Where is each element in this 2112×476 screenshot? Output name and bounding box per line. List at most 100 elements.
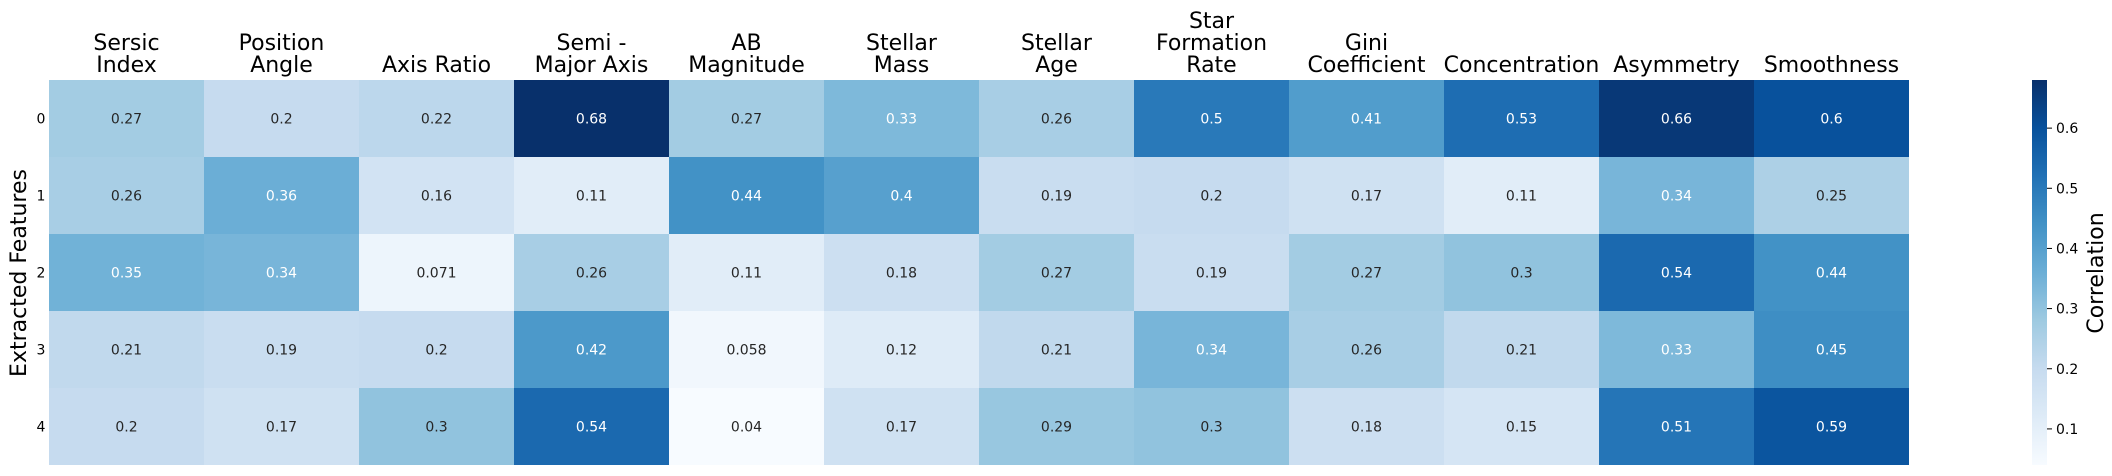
heatmap-cell: [204, 157, 359, 234]
heatmap-cell-value: 0.5: [1200, 112, 1222, 128]
heatmap-cell: [1444, 80, 1599, 157]
heatmap-cell-value: 0.26: [1041, 112, 1072, 128]
column-label: Rate: [1186, 53, 1236, 78]
heatmap-cell-value: 0.11: [731, 266, 762, 282]
heatmap-cell-value: 0.071: [416, 266, 456, 282]
column-label: Mass: [874, 53, 929, 78]
heatmap-cell-value: 0.27: [111, 112, 142, 128]
heatmap-cell-value: 0.2: [425, 343, 447, 359]
heatmap-cell-value: 0.2: [1200, 189, 1222, 205]
column-label: Smoothness: [1764, 53, 1899, 78]
column-label: Position: [239, 31, 325, 56]
heatmap-cell: [1599, 311, 1754, 388]
heatmap-cell-value: 0.33: [886, 112, 917, 128]
row-label: 3: [37, 343, 46, 359]
heatmap-cell-value: 0.53: [1506, 112, 1537, 128]
heatmap-cell-value: 0.26: [576, 266, 607, 282]
heatmap-cell: [824, 388, 979, 465]
heatmap-cell-value: 0.18: [1351, 420, 1382, 436]
heatmap-cell-value: 0.19: [266, 343, 297, 359]
heatmap-cell-value: 0.19: [1196, 266, 1227, 282]
heatmap-cell-value: 0.27: [1351, 266, 1382, 282]
heatmap-cell: [49, 234, 204, 311]
heatmap-cell-value: 0.15: [1506, 420, 1537, 436]
heatmap-cell-value: 0.34: [266, 266, 297, 282]
heatmap-cell: [49, 311, 204, 388]
row-labels: 0 1 2 3 4: [37, 112, 46, 436]
heatmap-cell: [1444, 311, 1599, 388]
heatmap-cell: [514, 388, 669, 465]
row-label: 4: [37, 420, 46, 436]
heatmap-cell-value: 0.21: [111, 343, 142, 359]
column-label: Semi -: [557, 31, 627, 56]
heatmap-cell: [669, 157, 824, 234]
row-label: 0: [37, 112, 46, 128]
heatmap-cell-value: 0.6: [1820, 112, 1842, 128]
heatmap-cell: [204, 80, 359, 157]
column-label: Major Axis: [535, 53, 649, 78]
heatmap-cell: [1754, 157, 1909, 234]
heatmap-cell: [1599, 80, 1754, 157]
heatmap-cell: [514, 157, 669, 234]
heatmap-cell: [979, 234, 1134, 311]
colorbar-tick-label: 0.4: [2056, 241, 2078, 257]
heatmap-cell-value: 0.35: [111, 266, 142, 282]
heatmap-cell-value: 0.44: [1816, 266, 1847, 282]
heatmap-cell-value: 0.51: [1661, 420, 1692, 436]
heatmap-cell: [669, 388, 824, 465]
heatmap-cell-value: 0.16: [421, 189, 452, 205]
colorbar: [2032, 80, 2047, 465]
heatmap-cell-value: 0.2: [270, 112, 292, 128]
heatmap-cell: [1134, 157, 1289, 234]
colorbar-tick-label: 0.2: [2056, 362, 2078, 378]
y-axis-title: Extracted Features: [7, 169, 32, 377]
heatmap-cell-value: 0.44: [731, 189, 762, 205]
column-label: Age: [1035, 53, 1078, 78]
heatmap-cell-value: 0.21: [1041, 343, 1072, 359]
heatmap-cell-value: 0.26: [1351, 343, 1382, 359]
heatmap-cell: [669, 311, 824, 388]
heatmap-cell: [1754, 234, 1909, 311]
heatmap-cell: [1134, 311, 1289, 388]
heatmap-cell-value: 0.3: [1510, 266, 1532, 282]
heatmap-cell: [204, 234, 359, 311]
column-label: Axis Ratio: [382, 53, 491, 78]
column-label: Stellar: [866, 31, 938, 56]
column-label: Index: [96, 53, 157, 78]
heatmap-cell-value: 0.33: [1661, 343, 1692, 359]
heatmap-cell: [1289, 80, 1444, 157]
heatmap-cell: [359, 157, 514, 234]
heatmap-cell: [49, 157, 204, 234]
heatmap-cell: [979, 157, 1134, 234]
heatmap-cell-value: 0.68: [576, 112, 607, 128]
heatmap-cell: [1754, 80, 1909, 157]
heatmap-cell-value: 0.54: [1661, 266, 1692, 282]
heatmap-cell-value: 0.29: [1041, 420, 1072, 436]
heatmap-cell-value: 0.36: [266, 189, 297, 205]
colorbar-tick-label: 0.5: [2056, 181, 2078, 197]
heatmap-cell: [359, 388, 514, 465]
heatmap-cell: [824, 234, 979, 311]
heatmap-cell-value: 0.17: [1351, 189, 1382, 205]
heatmap-cell-value: 0.45: [1816, 343, 1847, 359]
heatmap-cell: [1599, 234, 1754, 311]
heatmap-cell-value: 0.34: [1661, 189, 1692, 205]
column-label: Concentration: [1444, 53, 1600, 78]
heatmap-cell: [669, 234, 824, 311]
heatmap-cell-value: 0.18: [886, 266, 917, 282]
heatmap-cell-value: 0.34: [1196, 343, 1227, 359]
heatmap-cell: [1444, 388, 1599, 465]
heatmap-cell-value: 0.3: [425, 420, 447, 436]
heatmap-cell-value: 0.59: [1816, 420, 1847, 436]
column-label: Stellar: [1021, 31, 1093, 56]
colorbar-tick-label: 0.3: [2056, 302, 2078, 318]
heatmap-cell-value: 0.22: [421, 112, 452, 128]
heatmap-cell-value: 0.25: [1816, 189, 1847, 205]
heatmap-cell: [979, 311, 1134, 388]
column-label: Star: [1189, 9, 1235, 34]
heatmap-cell: [1599, 388, 1754, 465]
heatmap-cell: [824, 311, 979, 388]
heatmap-cell: [359, 80, 514, 157]
heatmap-cell-value: 0.66: [1661, 112, 1692, 128]
